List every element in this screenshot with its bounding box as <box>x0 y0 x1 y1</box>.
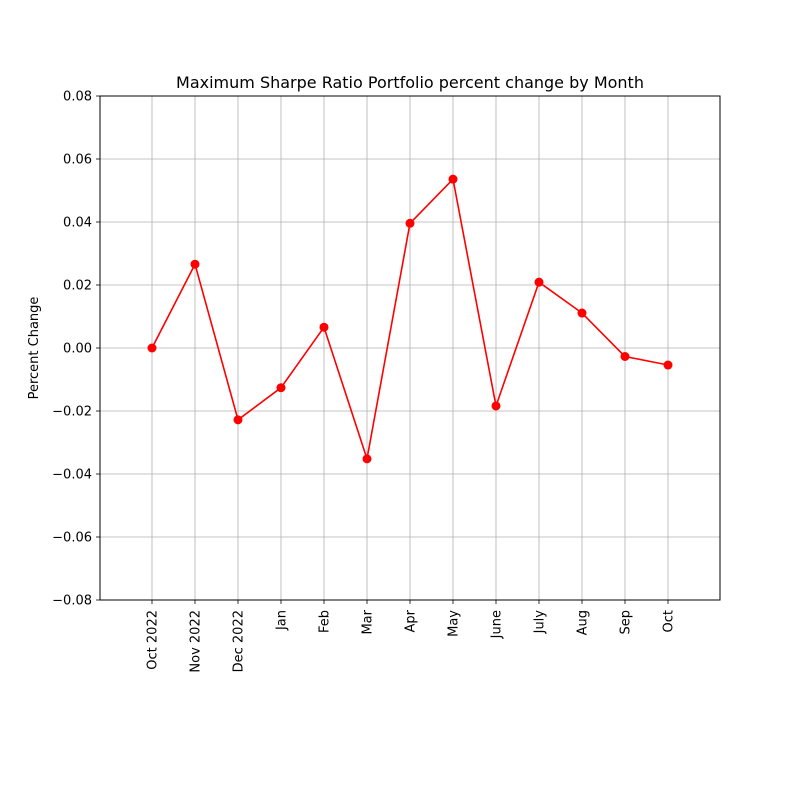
y-tick-label: −0.08 <box>52 594 92 609</box>
data-point <box>535 278 544 287</box>
data-point <box>578 309 587 318</box>
data-point <box>449 175 458 184</box>
data-point <box>406 219 415 228</box>
x-tick-label: July <box>533 610 548 635</box>
x-tick-label: Oct <box>662 610 677 632</box>
x-tick-label: May <box>447 610 462 637</box>
data-point <box>234 415 243 424</box>
data-point <box>277 383 286 392</box>
y-tick-label: 0.04 <box>63 216 92 231</box>
y-tick-label: −0.04 <box>52 468 92 483</box>
x-tick-label: Aug <box>576 610 591 635</box>
data-point <box>621 352 630 361</box>
y-tick-label: 0.02 <box>63 279 92 294</box>
x-tick-label: Sep <box>619 610 634 635</box>
data-point <box>191 260 200 269</box>
y-tick-label: 0.00 <box>63 342 92 357</box>
x-tick-label: Dec 2022 <box>232 610 247 672</box>
y-tick-label: 0.06 <box>63 153 92 168</box>
y-tick-label: 0.08 <box>63 90 92 105</box>
x-tick-label: Mar <box>361 609 376 634</box>
chart-title: Maximum Sharpe Ratio Portfolio percent c… <box>176 73 644 92</box>
data-point <box>148 344 157 353</box>
x-tick-label: Feb <box>318 610 333 633</box>
y-tick-label: −0.02 <box>52 405 92 420</box>
data-point <box>363 454 372 463</box>
x-tick-label: Apr <box>404 609 419 632</box>
x-tick-label: Nov 2022 <box>189 610 204 673</box>
x-tick-label: Jan <box>275 610 290 631</box>
y-tick-label: −0.06 <box>52 531 92 546</box>
data-point <box>664 361 673 370</box>
data-point <box>320 323 329 332</box>
x-tick-label: June <box>490 610 505 639</box>
x-tick-label: Oct 2022 <box>146 610 161 670</box>
y-axis-label: Percent Change <box>27 297 42 400</box>
data-point <box>492 401 501 410</box>
